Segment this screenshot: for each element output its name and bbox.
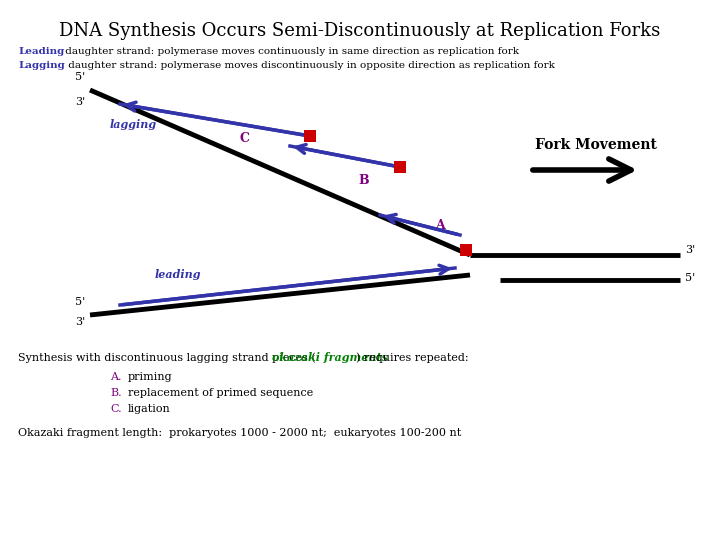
Text: leading: leading	[155, 269, 202, 280]
Text: B: B	[358, 174, 369, 187]
Text: daughter strand: polymerase moves discontinuously in opposite direction as repli: daughter strand: polymerase moves discon…	[65, 61, 555, 70]
Text: A.: A.	[110, 372, 122, 382]
Text: 3': 3'	[75, 317, 85, 327]
Text: priming: priming	[128, 372, 173, 382]
Text: ligation: ligation	[128, 404, 171, 414]
Text: 5': 5'	[685, 273, 696, 283]
Text: Lagging: Lagging	[18, 61, 65, 70]
Text: Synthesis with discontinuous lagging strand pieces (: Synthesis with discontinuous lagging str…	[18, 352, 316, 362]
Text: 5': 5'	[75, 72, 85, 82]
Text: C.: C.	[110, 404, 122, 414]
Text: replacement of primed sequence: replacement of primed sequence	[128, 388, 313, 398]
Text: A: A	[435, 219, 445, 232]
Text: C: C	[240, 132, 250, 145]
Text: Leading: Leading	[18, 47, 64, 56]
Text: lagging: lagging	[110, 119, 157, 131]
Text: Okazaki fragment length:  prokaryotes 1000 - 2000 nt;  eukaryotes 100-200 nt: Okazaki fragment length: prokaryotes 100…	[18, 428, 462, 438]
Text: 3': 3'	[685, 245, 696, 255]
Text: ) requires repeated:: ) requires repeated:	[356, 352, 469, 362]
Text: Fork Movement: Fork Movement	[535, 138, 657, 152]
Text: 5': 5'	[75, 297, 85, 307]
Text: 3': 3'	[75, 97, 85, 107]
Text: B.: B.	[110, 388, 122, 398]
Text: okazaki fragments: okazaki fragments	[272, 352, 388, 363]
Text: DNA Synthesis Occurs Semi-Discontinuously at Replication Forks: DNA Synthesis Occurs Semi-Discontinuousl…	[59, 22, 661, 40]
Text: daughter strand: polymerase moves continuously in same direction as replication : daughter strand: polymerase moves contin…	[62, 47, 519, 56]
